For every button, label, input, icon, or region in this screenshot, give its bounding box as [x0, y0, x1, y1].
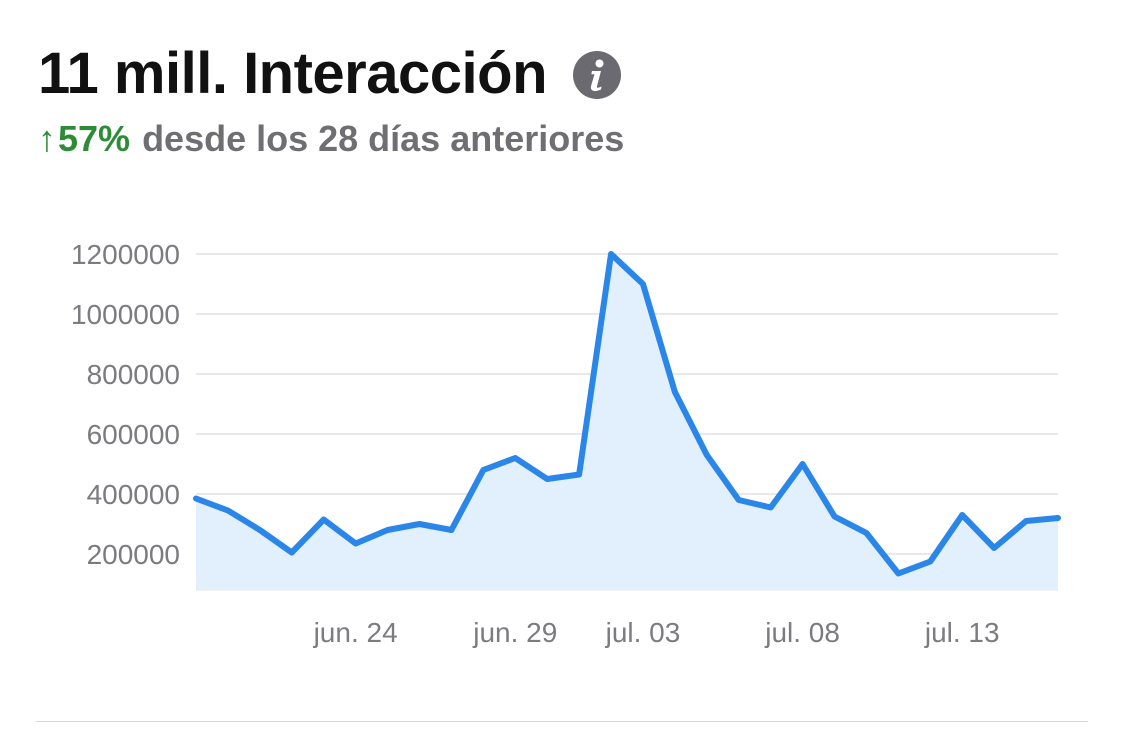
y-axis-ticks: 200000 400000 600000 800000 1000000 1200000	[71, 239, 180, 570]
x-tick-label: jul. 03	[605, 617, 681, 648]
series-line	[193, 251, 1061, 577]
x-tick-label: jul. 08	[764, 617, 840, 648]
metric-title: 11 mill. Interacción	[38, 40, 548, 106]
y-tick-label: 400000	[87, 479, 180, 510]
up-arrow-icon: ↑	[38, 118, 56, 159]
bottom-divider	[36, 721, 1088, 722]
series-layer	[193, 251, 1061, 590]
x-tick-label: jun. 24	[313, 617, 398, 648]
title-row: 11 mill. Interacción	[38, 30, 1088, 116]
y-tick-label: 800000	[87, 359, 180, 390]
x-axis-ticks: jun. 24 jun. 29 jul. 03 jul. 08 jul. 13	[313, 617, 1000, 648]
change-description: desde los 28 días anteriores	[142, 118, 625, 159]
y-tick-label: 200000	[87, 539, 180, 570]
series-area	[196, 254, 1058, 590]
x-tick-label: jul. 13	[924, 617, 1000, 648]
x-tick-label: jun. 29	[472, 617, 557, 648]
change-percent: 57%	[58, 118, 131, 159]
info-icon[interactable]	[573, 51, 621, 99]
y-tick-label: 600000	[87, 419, 180, 450]
info-icon-glyph	[573, 51, 621, 99]
y-tick-label: 1000000	[71, 299, 180, 330]
y-tick-label: 1200000	[71, 239, 180, 270]
metric-header: 11 mill. Interacción ↑ 57% desde los 28 …	[38, 30, 1088, 160]
change-summary: ↑ 57% desde los 28 días anteriores	[38, 118, 1088, 160]
change-indicator: ↑ 57%	[38, 118, 130, 160]
